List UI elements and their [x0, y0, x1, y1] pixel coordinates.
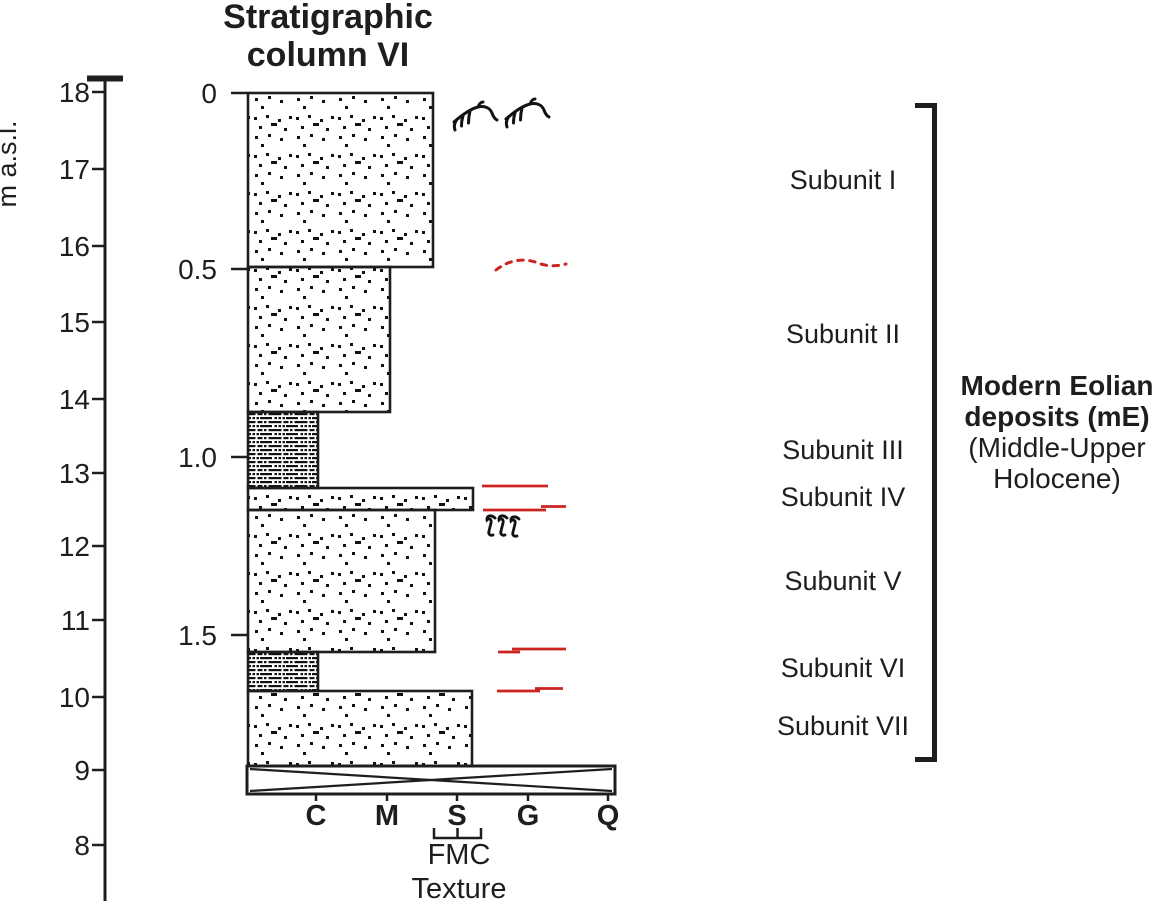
- layer-rect-subunit-iv: [246, 486, 475, 512]
- elevation-axis: m a.s.l. 18 17 16 15 14 13 12 11 10 9 8: [0, 75, 123, 901]
- elevation-tick-label: 14: [59, 384, 90, 415]
- elevation-tick-label: 18: [59, 77, 90, 108]
- elevation-tick-label: 9: [74, 755, 90, 786]
- red-boundary-line: [498, 647, 566, 654]
- depth-scale: 0 0.5 1.0 1.5: [178, 78, 247, 651]
- label-subunit-i: Subunit I: [790, 165, 897, 195]
- layer-rect-subunit-vii: [246, 689, 474, 768]
- layer-rect-subunit-i: [246, 91, 435, 269]
- elevation-tick-label: 10: [59, 682, 90, 713]
- rootlet-marks-icon: [485, 514, 521, 538]
- label-subunit-iv: Subunit IV: [781, 482, 906, 512]
- label-subunit-ii: Subunit II: [786, 319, 900, 349]
- unit-annotation-line4: Holocene): [993, 463, 1121, 494]
- unit-annotation-line1: Modern Eolian: [961, 370, 1154, 401]
- depth-tick-label: 1.5: [178, 620, 217, 651]
- texture-tick-label: S: [447, 800, 466, 832]
- unit-annotation: Modern Eolian deposits (mE) (Middle-Uppe…: [961, 370, 1154, 494]
- elevation-tick-label: 8: [74, 830, 90, 861]
- root-trace-icon: [504, 97, 551, 129]
- fmc-group: FMC Texture: [411, 828, 507, 904]
- depth-tick-label: 0: [201, 78, 217, 109]
- depth-tick-label: 1.0: [178, 442, 217, 473]
- texture-base-diagonal: [249, 767, 613, 793]
- subunits-bracket: [915, 103, 937, 762]
- elevation-tick-label: 13: [59, 458, 90, 489]
- elevation-tick-label: 12: [59, 531, 90, 562]
- subunit-labels: Subunit I Subunit II Subunit III Subunit IV…: [777, 165, 909, 741]
- elevation-tick-label: 11: [61, 605, 90, 636]
- unit-annotation-line3: (Middle-Upper: [968, 432, 1145, 463]
- figure-title-line1: Stratigraphic: [223, 0, 433, 36]
- column-layers: [246, 91, 475, 768]
- layer-rect-subunit-ii: [246, 265, 392, 414]
- label-subunit-v: Subunit V: [784, 566, 901, 596]
- label-subunit-vi: Subunit VI: [781, 653, 906, 683]
- figure-title-line2: column VI: [247, 36, 409, 74]
- fmc-bracket: [432, 828, 483, 840]
- red-boundary-line: [497, 687, 563, 693]
- symbols-layer: [452, 97, 568, 693]
- red-dashed-surface-line: [494, 258, 568, 272]
- layer-rect-subunit-iii: [246, 410, 320, 490]
- red-boundary-line: [483, 505, 566, 512]
- texture-base-rect: [245, 764, 617, 796]
- fmc-label: FMC: [428, 839, 491, 871]
- texture-tick-label: M: [375, 800, 399, 832]
- layer-rect-subunit-v: [246, 508, 437, 654]
- unit-annotation-line2: deposits (mE): [964, 401, 1149, 432]
- elevation-axis-label: m a.s.l.: [0, 120, 22, 207]
- texture-tick-label: C: [306, 800, 327, 832]
- root-trace-icon: [452, 100, 499, 132]
- texture-base-box: [245, 764, 617, 796]
- label-subunit-iii: Subunit III: [782, 435, 904, 465]
- texture-axis-label: Texture: [411, 873, 506, 904]
- elevation-ticks: 18 17 16 15 14 13 12 11 10 9 8: [59, 77, 105, 861]
- texture-tick-label: Q: [597, 800, 620, 832]
- depth-tick-label: 0.5: [178, 254, 217, 285]
- elevation-tick-label: 15: [59, 307, 90, 338]
- label-subunit-vii: Subunit VII: [777, 711, 909, 741]
- elevation-tick-label: 17: [59, 154, 90, 185]
- texture-tick-label: G: [517, 800, 540, 832]
- elevation-tick-label: 16: [59, 231, 90, 262]
- layer-rect-subunit-vi: [246, 650, 320, 693]
